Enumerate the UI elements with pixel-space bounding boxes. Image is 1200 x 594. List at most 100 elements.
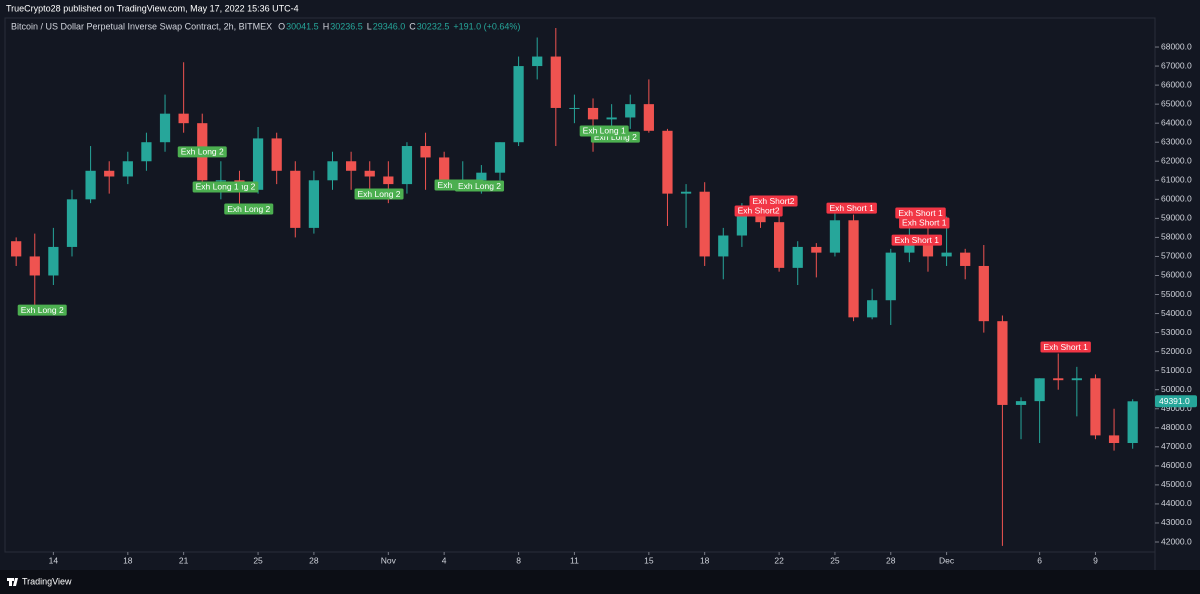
signal-label: Exh Long 2: [227, 204, 270, 214]
legend-value: 30236.5: [330, 21, 363, 31]
x-tick-label: 28: [886, 555, 896, 565]
candle-body: [625, 104, 636, 118]
y-tick-label: 44000.0: [1161, 498, 1192, 508]
y-tick-label: 66000.0: [1161, 79, 1192, 89]
axes: 42000.0 43000.0 44000.0 45000.0 46000.0 47000…: [49, 41, 1197, 565]
candle-body: [308, 180, 320, 228]
signal: Exh Long 2: [17, 304, 67, 316]
signal-label: Exh Long 2: [358, 189, 401, 199]
signal: Exh Short2: [749, 195, 798, 207]
y-tick-label: 58000.0: [1161, 232, 1192, 242]
candle-body: [439, 157, 450, 181]
y-tick-label: 56000.0: [1161, 270, 1192, 280]
candle-body: [569, 107, 580, 109]
candle-body: [494, 142, 506, 173]
signal-box: [579, 125, 629, 137]
y-tick-label: 59000.0: [1161, 213, 1192, 223]
signal-box: [354, 188, 404, 200]
x-tick-label: 18: [700, 555, 710, 565]
candle-body: [922, 241, 934, 257]
y-tick-label: 49000.0: [1161, 403, 1192, 413]
y-tick-label: 60000.0: [1161, 194, 1192, 204]
candle-body: [680, 191, 692, 194]
y-tick-label: 48000.0: [1161, 422, 1192, 432]
legend-key: O: [278, 21, 285, 31]
signal: Exh Long 2: [354, 188, 404, 200]
y-tick-label: 57000.0: [1161, 251, 1192, 261]
candle-body: [29, 256, 40, 276]
signal-label: Exh Long 2: [458, 181, 501, 191]
candle-body: [904, 241, 915, 253]
signal: Exh Long 1: [579, 125, 629, 137]
signal-box: [192, 181, 242, 193]
y-tick-label: 45000.0: [1161, 479, 1192, 489]
x-tick-label: Dec: [939, 555, 955, 565]
y-tick-label: 43000.0: [1161, 517, 1192, 527]
signal: Exh Short 1: [895, 207, 946, 219]
x-tick-label: 11: [570, 555, 579, 565]
signal: Exh Long 2: [455, 180, 505, 192]
candle-body: [792, 246, 803, 268]
candle-body: [885, 252, 896, 301]
candle-body: [271, 138, 282, 171]
candle-body: [476, 172, 487, 181]
candle-body: [773, 222, 785, 268]
candle-body: [941, 252, 952, 257]
x-tick-label: 25: [830, 555, 840, 565]
header-bar: [0, 0, 1200, 18]
candle-body: [960, 252, 971, 266]
candle-body: [867, 300, 878, 318]
signal-label: Exh Long 1: [583, 126, 626, 136]
y-tick-label: 53000.0: [1161, 327, 1192, 337]
price-tag: [1155, 395, 1197, 408]
signal-label: Exh Long 1: [196, 182, 239, 192]
signal-box: [455, 180, 505, 192]
signal: Exh Long 1: [192, 181, 242, 193]
ohlc-legend: O 30041.5 H 30236.5 L 29346.0 C 30232.5 +191.0 (…: [278, 21, 520, 31]
signal-box: [734, 205, 783, 217]
x-tick-label: 18: [123, 555, 133, 565]
candle-body: [215, 180, 226, 182]
publisher: TrueCrypto28 published on TradingView.co…: [6, 3, 299, 13]
legend-value: 30232.5: [417, 21, 450, 31]
signal-label: Exh Short2: [738, 206, 780, 216]
signal-label: Exh Short 1: [829, 203, 874, 213]
x-tick-label: 28: [309, 555, 319, 565]
signal-box: [899, 217, 950, 229]
signal: Exh Long 2: [177, 146, 227, 158]
signal-label: Exh Long 2: [181, 147, 224, 157]
candle-body: [122, 161, 133, 177]
candle-body: [159, 113, 171, 143]
candle-body: [718, 235, 729, 257]
signal-box: [1040, 341, 1091, 353]
candle-body: [345, 161, 357, 171]
candle-body: [178, 113, 189, 124]
y-tick-label: 68000.0: [1161, 41, 1192, 51]
candle-body: [513, 66, 524, 143]
footer-bar: [0, 570, 1200, 594]
signal: Exh Short2: [734, 205, 783, 217]
legend-value: 30041.5: [286, 21, 319, 31]
signal-label: Exh Short 1: [1043, 342, 1088, 352]
legend-key: H: [323, 21, 330, 31]
legend-change: +191.0 (+0.64%): [453, 21, 520, 31]
y-tick-label: 65000.0: [1161, 98, 1192, 108]
signal-label: Exh Short 1: [895, 235, 940, 245]
candle-body: [383, 176, 394, 185]
candle-body: [532, 56, 543, 67]
y-tick-label: 54000.0: [1161, 308, 1192, 318]
candle-body: [811, 246, 822, 253]
y-tick-label: 67000.0: [1161, 60, 1192, 70]
y-tick-label: 63000.0: [1161, 136, 1192, 146]
candle-body: [736, 208, 748, 236]
candle-body: [1071, 378, 1082, 381]
tv-logo: [7, 578, 18, 586]
signals: Exh Long 2 Exh Long 2 Exh Long 2 Exh Long 1…: [17, 125, 1091, 353]
footer-brand: TradingView: [22, 576, 72, 586]
signal-box: [891, 234, 943, 246]
x-tick-label: 25: [253, 555, 263, 565]
y-tick-label: 52000.0: [1161, 346, 1192, 356]
legend-key: C: [409, 21, 416, 31]
candle-body: [364, 170, 375, 177]
